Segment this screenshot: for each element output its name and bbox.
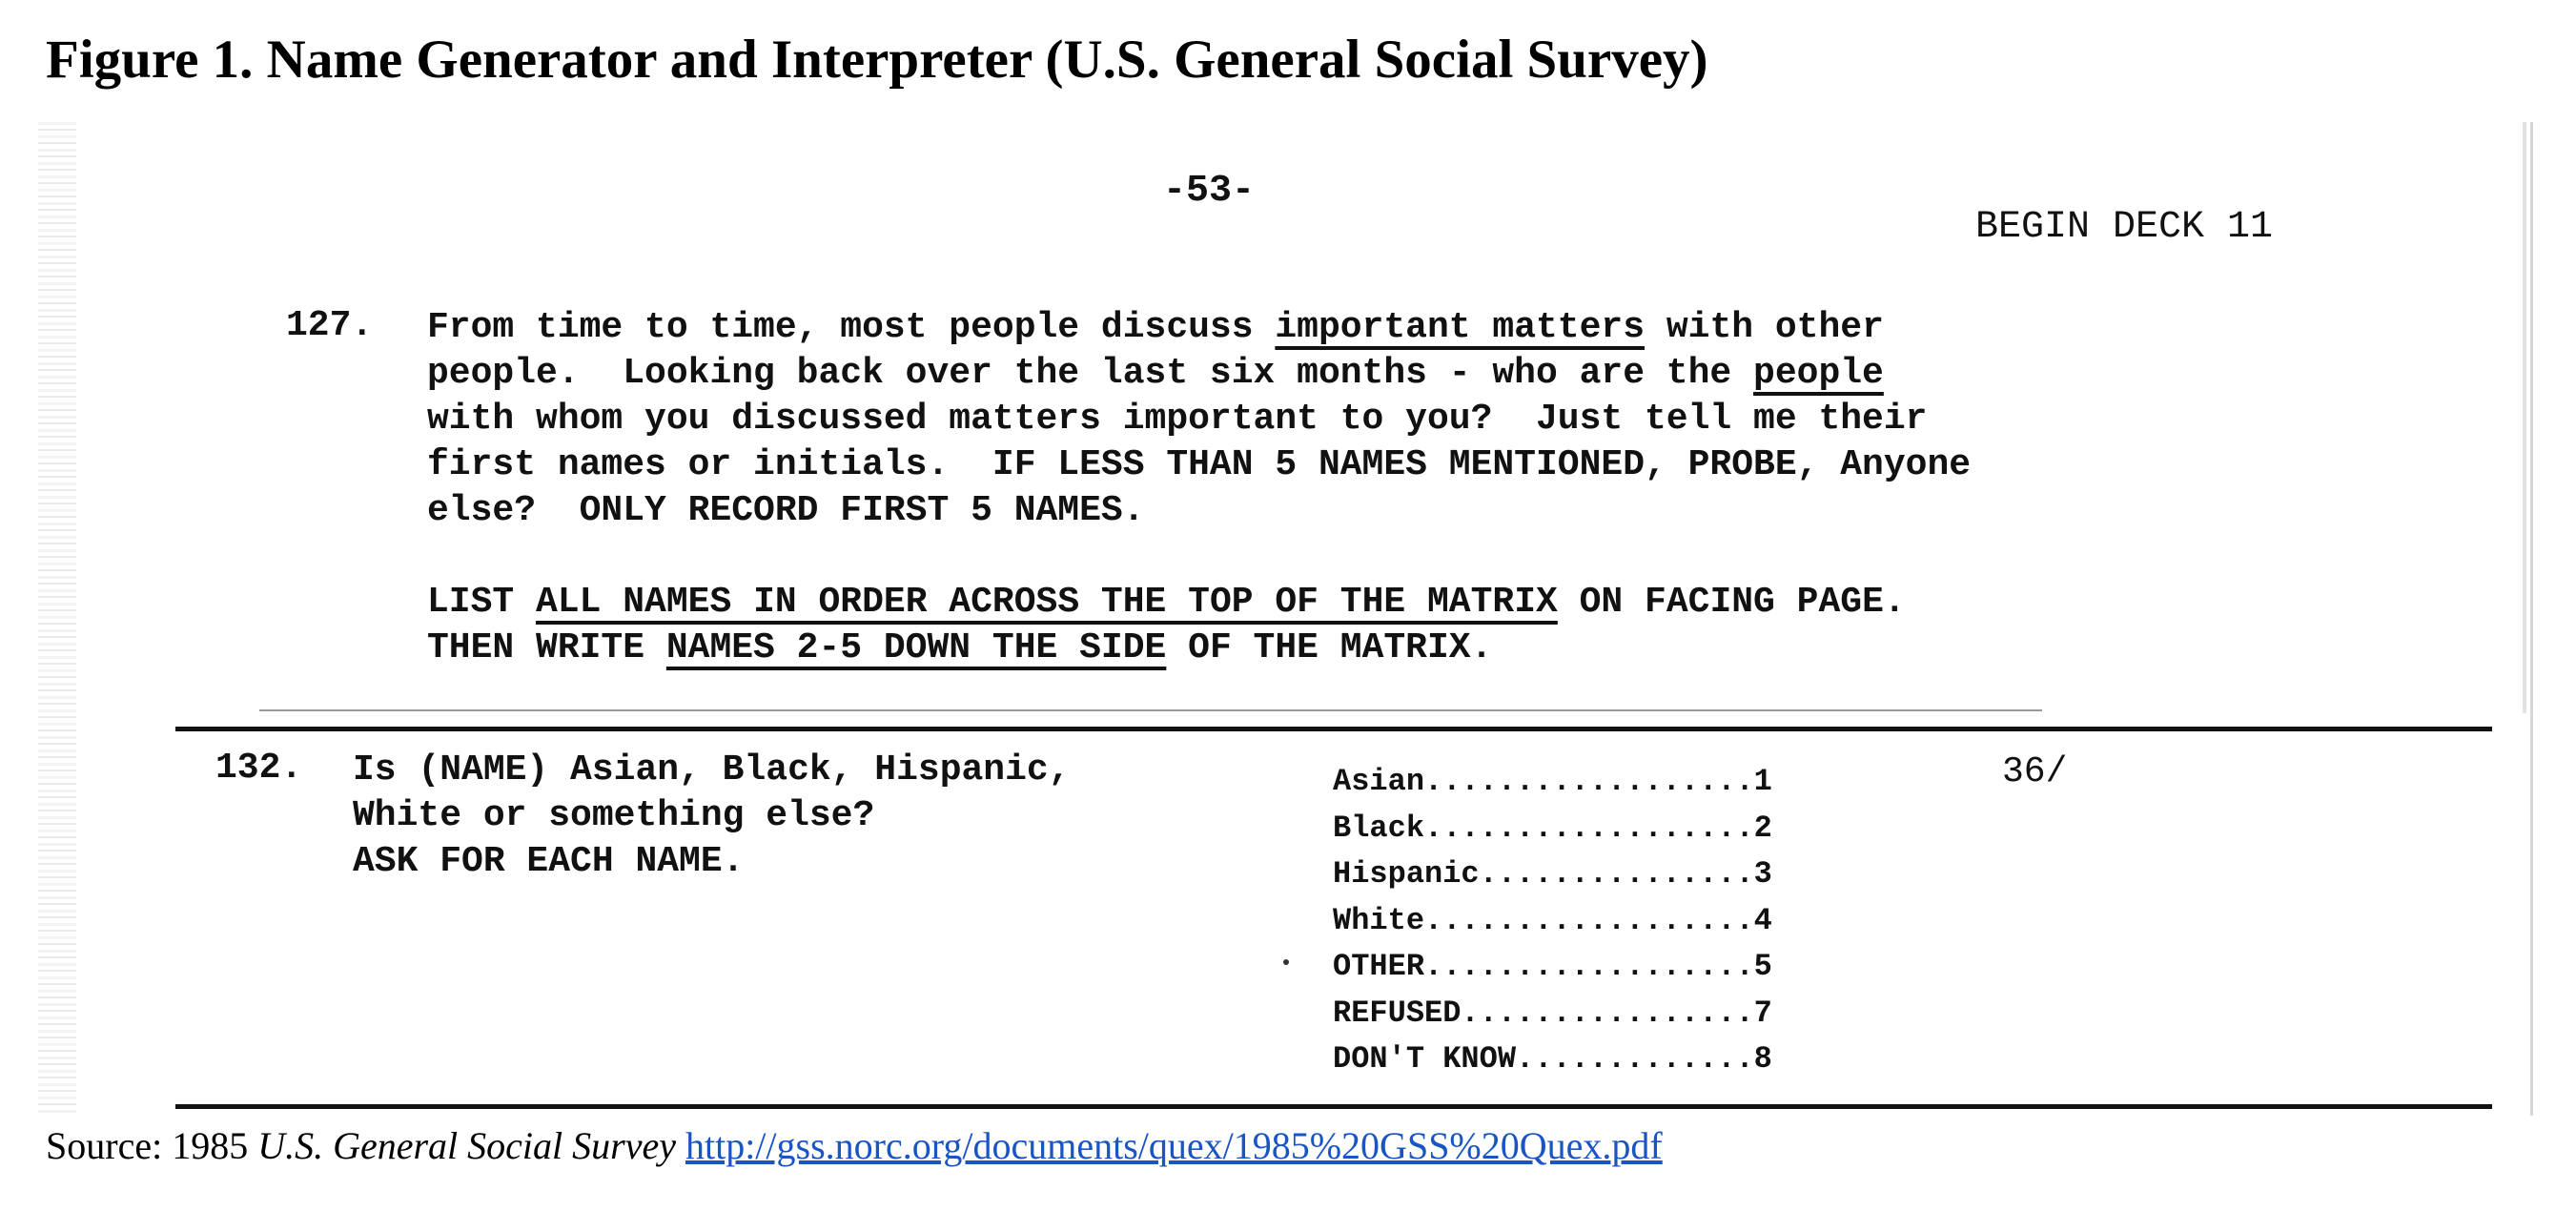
list1-a: LIST xyxy=(427,582,537,623)
section-divider-bottom xyxy=(175,1104,2492,1109)
scan-left-edge xyxy=(38,122,76,1116)
q127-line2-a: people. Looking back over the last six m… xyxy=(427,353,1754,394)
deck-label: BEGIN DECK 11 xyxy=(1975,206,2274,249)
q127-line4: first names or initials. IF LESS THAN 5 … xyxy=(427,444,1972,485)
source-citation: Source: 1985 U.S. General Social Survey … xyxy=(46,1121,1663,1171)
question-127-number: 127. xyxy=(286,305,374,346)
q127-line1-a: From time to time, most people discuss xyxy=(427,307,1276,348)
section-divider-top xyxy=(175,727,2492,731)
column-number: 36/ xyxy=(2002,751,2068,792)
q132-line1: Is (NAME) Asian, Black, Hispanic, xyxy=(353,749,1071,790)
code-hispanic: Hispanic...............3 xyxy=(1333,856,1772,892)
list1-underlined: ALL NAMES IN ORDER ACROSS THE TOP OF THE… xyxy=(536,582,1558,623)
code-other: OTHER..................5 xyxy=(1333,949,1772,984)
code-dont-know: DON'T KNOW.............8 xyxy=(1333,1041,1772,1077)
list2-underlined: NAMES 2-5 DOWN THE SIDE xyxy=(665,627,1167,668)
source-link[interactable]: http://gss.norc.org/documents/quex/1985%… xyxy=(685,1124,1663,1167)
question-132-text: Is (NAME) Asian, Black, Hispanic, White … xyxy=(353,748,1071,885)
q127-line1-b: with other xyxy=(1645,307,1884,348)
scan-right-edge-outer xyxy=(2530,122,2533,1116)
q132-line2: White or something else? xyxy=(353,795,875,836)
q132-line3: ASK FOR EACH NAME. xyxy=(353,841,745,882)
question-127-text: From time to time, most people discuss i… xyxy=(427,305,1971,534)
page-number: -53- xyxy=(1163,170,1256,213)
scan-speck xyxy=(1283,959,1289,965)
q127-line3: with whom you discussed matters importan… xyxy=(427,399,1928,440)
q127-line5: else? ONLY RECORD FIRST 5 NAMES. xyxy=(427,490,1145,531)
question-132-number: 132. xyxy=(215,748,303,789)
list2-a: THEN WRITE xyxy=(427,627,666,668)
list2-b: OF THE MATRIX. xyxy=(1166,627,1493,668)
q127-line2-underlined: people xyxy=(1753,353,1884,394)
thin-divider xyxy=(259,709,2042,711)
code-refused: REFUSED................7 xyxy=(1333,995,1772,1031)
list1-b: ON FACING PAGE. xyxy=(1557,582,1906,623)
response-codes: Asian..................1 Black..........… xyxy=(1333,759,1772,1083)
code-white: White..................4 xyxy=(1333,902,1772,938)
figure-title: Figure 1. Name Generator and Interpreter… xyxy=(46,30,1708,90)
source-title: U.S. General Social Survey xyxy=(257,1124,676,1167)
code-black: Black..................2 xyxy=(1333,810,1772,846)
source-prefix: Source: 1985 xyxy=(46,1124,258,1167)
code-asian: Asian..................1 xyxy=(1333,764,1772,799)
scanned-questionnaire-page: -53- BEGIN DECK 11 127. From time to tim… xyxy=(38,122,2542,1116)
scan-right-edge xyxy=(2523,122,2526,713)
q127-line1-underlined: important matters xyxy=(1275,307,1646,348)
matrix-instructions: LIST ALL NAMES IN ORDER ACROSS THE TOP O… xyxy=(427,580,1906,671)
